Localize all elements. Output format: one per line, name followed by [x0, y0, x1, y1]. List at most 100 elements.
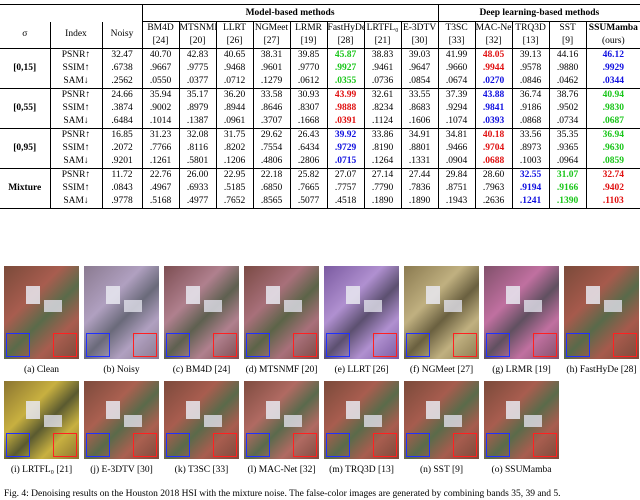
building — [506, 286, 520, 304]
value-cell: .9466 — [437, 142, 476, 155]
index-cell: SSIM↑ — [49, 182, 102, 195]
value-cell: 35.94 — [141, 88, 180, 102]
column-header: σ — [0, 21, 50, 49]
value-cell: 48.05 — [474, 48, 513, 62]
thumbnail: (f) NGMeet [27] — [404, 266, 479, 375]
value-cell: 32.61 — [363, 88, 402, 102]
value-cell: .9166 — [548, 182, 587, 195]
thumbnail: (n) SST [9] — [404, 381, 479, 475]
value-cell: 33.86 — [363, 128, 402, 142]
building — [586, 286, 600, 304]
value-cell: .9667 — [141, 62, 180, 75]
building — [284, 300, 302, 312]
group-header: Model-based methods — [141, 4, 439, 22]
value-cell: .5168 — [141, 195, 180, 209]
value-cell: .9704 — [474, 142, 513, 155]
value-cell: 32.08 — [178, 128, 217, 142]
column-ref: [20] — [178, 35, 217, 49]
value-cell: .4806 — [252, 155, 291, 169]
value-cell: .1890 — [363, 195, 402, 209]
value-cell: .6933 — [178, 182, 217, 195]
value-cell: 25.82 — [289, 168, 328, 182]
value-cell: .1331 — [400, 155, 439, 169]
thumbnail-caption: (k) T3SC [33] — [174, 465, 229, 475]
thumbnail: (b) Noisy — [84, 266, 159, 375]
data-row: SAM↓ .6484.1014.1387.0961.3707.1668.0391.… — [0, 115, 640, 129]
thumbnail-image — [4, 266, 79, 359]
value-cell: .9775 — [178, 62, 217, 75]
value-cell: .2806 — [289, 155, 328, 169]
zoom-box — [166, 433, 190, 457]
value-cell: .9830 — [585, 102, 640, 115]
value-cell: .6484 — [101, 115, 143, 129]
zoom-box — [326, 333, 350, 357]
value-cell: .0715 — [326, 155, 365, 169]
value-cell: .9402 — [585, 182, 640, 195]
value-cell: 36.94 — [585, 128, 640, 142]
value-cell: .1261 — [141, 155, 180, 169]
zoom-box — [406, 433, 430, 457]
zoom-box — [486, 433, 510, 457]
column-header: T3SC — [437, 21, 476, 35]
value-cell: .0344 — [585, 75, 640, 89]
thumbnail-caption: (n) SST [9] — [419, 465, 464, 475]
value-cell: 31.23 — [141, 128, 180, 142]
zoom-box — [293, 333, 317, 357]
value-cell: .0843 — [101, 182, 143, 195]
data-row: SAM↓ .2562.0550.0377.0712.1279.0612.0355.… — [0, 75, 640, 89]
sigma-cell: [0,95] — [0, 128, 50, 169]
value-cell: 22.76 — [141, 168, 180, 182]
value-cell: 33.56 — [511, 128, 550, 142]
column-ref: [33] — [437, 35, 476, 49]
zoom-box — [6, 333, 30, 357]
data-row: SSIM↑ .2072.7766.8116.8202.7554.6434.9729… — [0, 142, 640, 155]
value-cell: .7757 — [326, 182, 365, 195]
value-cell: .2636 — [474, 195, 513, 209]
column-ref: [28] — [326, 35, 365, 49]
building — [524, 300, 542, 312]
building — [364, 415, 382, 427]
results-table: Model-based methods Deep learning-based m… — [0, 4, 640, 209]
index-cell: SAM↓ — [49, 155, 102, 169]
thumbnail: (d) MTSNMF [20] — [244, 266, 319, 375]
value-cell: 27.07 — [326, 168, 365, 182]
value-cell: .4967 — [141, 182, 180, 195]
thumbnail: (j) E-3DTV [30] — [84, 381, 159, 475]
building — [124, 300, 142, 312]
data-row: SSIM↑ .3874.9002.8979.8944.8646.8307.9888… — [0, 102, 640, 115]
thumbnail-image — [404, 266, 479, 359]
value-cell: .9002 — [141, 102, 180, 115]
building — [44, 415, 62, 427]
value-cell: .9468 — [215, 62, 254, 75]
value-cell: 35.17 — [178, 88, 217, 102]
thumbnail: (h) FastHyDe [28] — [564, 266, 639, 375]
value-cell: .6850 — [252, 182, 291, 195]
building — [426, 286, 440, 304]
index-cell: SSIM↑ — [49, 142, 102, 155]
building — [284, 415, 302, 427]
thumbnail-image — [484, 266, 559, 359]
value-cell: 35.35 — [548, 128, 587, 142]
data-row: [0,95] PSNR↑ 16.85 31.23 32.08 31.75 29.62 26.4… — [0, 128, 640, 169]
index-cell: SSIM↑ — [49, 102, 102, 115]
zoom-box — [133, 433, 157, 457]
value-cell: 40.94 — [585, 88, 640, 102]
value-cell: .1124 — [363, 115, 402, 129]
value-cell: 32.55 — [511, 168, 550, 182]
thumbnail-image — [564, 266, 639, 359]
value-cell: .0393 — [474, 115, 513, 129]
column-header: TRQ3D — [511, 21, 550, 35]
value-cell: .8944 — [215, 102, 254, 115]
value-cell: .9729 — [326, 142, 365, 155]
building — [604, 300, 622, 312]
value-cell: .6434 — [289, 142, 328, 155]
thumbnail-image — [484, 381, 559, 459]
value-cell: .7963 — [474, 182, 513, 195]
data-row: [0,15] PSNR↑ 32.47 40.70 42.83 40.65 38.31 39.8… — [0, 48, 640, 89]
data-row: [0,55] PSNR↑ 24.66 35.94 35.17 36.20 33.58 30.9… — [0, 88, 640, 129]
thumbnail-image — [84, 266, 159, 359]
index-cell: SAM↓ — [49, 75, 102, 89]
value-cell: .9647 — [400, 62, 439, 75]
value-cell: .1890 — [400, 195, 439, 209]
column-header: MTSNMF — [178, 21, 217, 35]
